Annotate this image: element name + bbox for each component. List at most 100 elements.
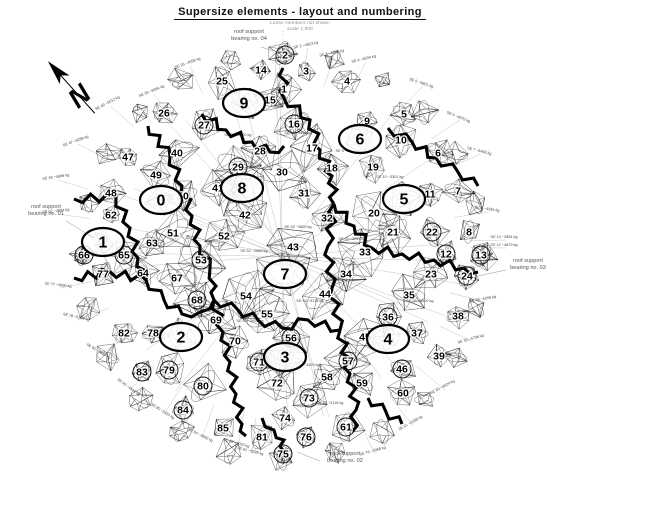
weight-label: SE 2 ~4813 kg (293, 40, 318, 49)
weight-label: SE 5 ~5801 kg (409, 77, 434, 89)
bearing-label-text: roof support (330, 451, 360, 457)
web-motif (331, 412, 366, 443)
element-number: 10 (395, 135, 407, 147)
zone-boundary-line (366, 397, 404, 425)
bearing-label-text: bearing no. 01 (28, 211, 64, 217)
web-motif (112, 323, 138, 344)
weight-label: SE 10 ~3301 kg (376, 175, 403, 179)
weight-label: SE 43 ~3800 kg (284, 225, 311, 229)
web-motif (155, 208, 195, 248)
element-76: 76 (296, 427, 316, 447)
zone-number: 8 (238, 181, 247, 198)
zone-boundary-line (386, 127, 480, 187)
star-web-pattern (68, 41, 499, 471)
weight-label: SE 82 ~4930 kg (86, 343, 112, 360)
zone-boundary-line (322, 203, 361, 433)
element-23: 23 (424, 267, 438, 281)
zone-boundary-line (277, 67, 340, 205)
element-2: 2 (275, 45, 295, 65)
weight-label: SE 55 ~3005 kg (236, 319, 263, 323)
weight-label: SE 33 ~3254 kg (338, 237, 365, 241)
web-motif (152, 102, 178, 124)
element-35: 35 (402, 288, 416, 302)
element-number: 33 (359, 247, 371, 259)
weight-label: SE 38 ~5205 kg (469, 295, 496, 304)
element-number: 72 (271, 378, 283, 390)
element-68: 68 (187, 290, 207, 310)
weight-label: SE 26 ~6994 kg (138, 84, 165, 98)
web-motif (95, 142, 123, 165)
web-motif (172, 395, 195, 425)
element-number: 54 (240, 291, 252, 303)
web-motif (215, 437, 242, 465)
element-31: 31 (297, 186, 311, 200)
element-number: 80 (197, 381, 209, 393)
element-number: 3 (303, 66, 309, 78)
weight-label: SE 16 ~3896 kg (284, 131, 311, 135)
weight-label: SE 85 ~4033 kg (223, 437, 250, 448)
weight-label: SE 25 ~4099 kg (174, 57, 201, 70)
element-number: 32 (321, 213, 333, 225)
element-number: 73 (303, 393, 315, 405)
element-54: 54 (239, 289, 253, 303)
element-number: 19 (367, 162, 379, 174)
element-44: 44 (318, 287, 332, 301)
element-8: 8 (465, 225, 473, 239)
element-number: 74 (279, 413, 291, 425)
zone-number: 2 (177, 330, 186, 347)
zone-4: 4 (365, 323, 411, 355)
element-13: 13 (471, 245, 491, 265)
zone-number: 0 (157, 193, 166, 210)
element-52: 52 (217, 229, 231, 243)
web-motif (389, 101, 416, 127)
element-number: 61 (340, 422, 352, 434)
element-number: 5 (401, 109, 407, 121)
element-17: 17 (305, 141, 319, 155)
weight-label: SE 78 ~5205 kg (63, 312, 90, 322)
weight-label: SE 7 ~5493 kg (467, 146, 492, 156)
zone-9: 9 (221, 87, 267, 119)
element-67: 67 (170, 271, 184, 285)
element-4: 4 (343, 74, 351, 88)
element-number: 47 (122, 152, 134, 164)
web-motif (79, 193, 100, 213)
zone-0: 0 (138, 184, 184, 216)
web-motif (420, 217, 451, 247)
zone-1: 1 (80, 226, 126, 258)
element-number: 65 (118, 250, 130, 262)
element-number: 48 (105, 188, 117, 200)
element-number: 67 (171, 273, 183, 285)
web-motif (358, 154, 385, 184)
element-64: 64 (136, 266, 150, 280)
element-number: 84 (177, 405, 189, 417)
element-22: 22 (422, 222, 442, 242)
element-61: 61 (336, 417, 356, 437)
weight-label: SE 52 ~2865 kg (240, 249, 267, 253)
zone-number: 7 (281, 267, 290, 284)
element-48: 48 (104, 186, 118, 200)
web-motif (131, 103, 148, 123)
element-24: 24 (457, 266, 477, 286)
element-number: 71 (253, 357, 265, 369)
zone-boundary-line (73, 191, 149, 281)
web-motif (76, 296, 101, 321)
element-number: 44 (319, 289, 331, 301)
weight-label: SE 47 ~5288 kg (62, 135, 89, 148)
element-number: 39 (433, 351, 445, 363)
element-number: 30 (276, 167, 288, 179)
weight-label: SE 80 ~5110 kg (150, 402, 175, 420)
element-79: 79 (159, 360, 179, 380)
element-number: 57 (342, 356, 354, 368)
title-block: Supersize elements - layout and numberin… (0, 2, 600, 31)
element-number: 34 (340, 269, 352, 281)
element-number: 77 (97, 269, 109, 281)
element-25: 25 (215, 74, 229, 88)
element-number: 1 (281, 84, 287, 96)
element-69: 69 (209, 313, 223, 327)
weight-label: SE 48 ~4899 kg (42, 173, 69, 181)
element-number: 6 (435, 148, 441, 160)
element-43: 43 (286, 240, 300, 254)
